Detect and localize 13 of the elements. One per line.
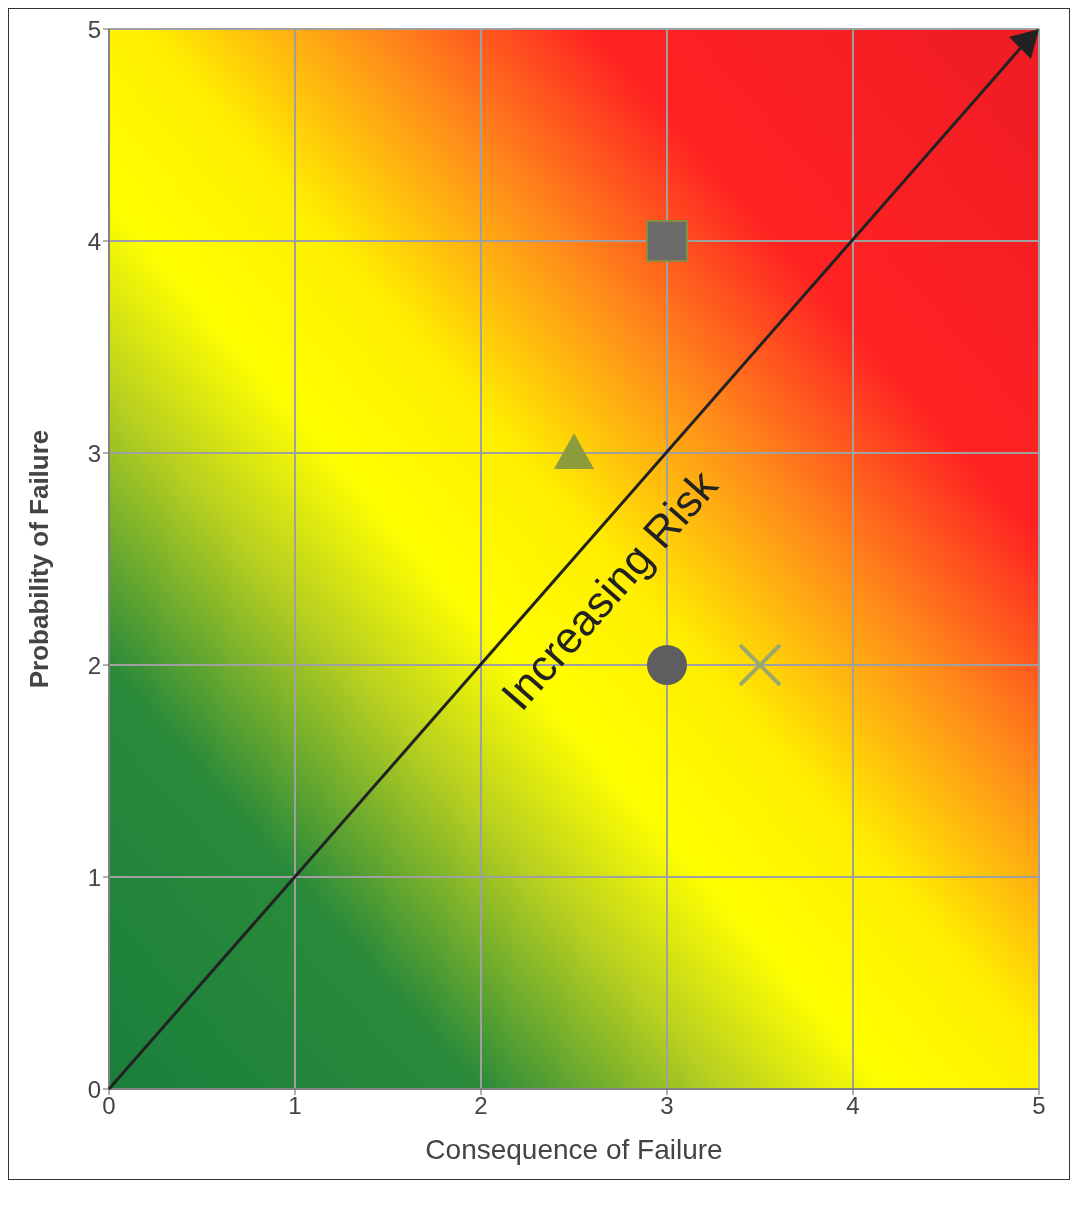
y-axis-title: Probability of Failure <box>24 429 55 689</box>
x-axis-title: Consequence of Failure <box>425 1134 723 1165</box>
x-tick-label: 1 <box>288 1092 302 1120</box>
x-tick-label: 4 <box>846 1092 860 1120</box>
y-tick-label: 5 <box>87 15 101 43</box>
x-tick-label: 5 <box>1032 1092 1046 1120</box>
y-tick-label: 1 <box>87 863 101 891</box>
y-tick-label: 0 <box>87 1075 101 1103</box>
x-tick-label: 3 <box>660 1092 674 1120</box>
y-tick-label: 2 <box>87 651 101 679</box>
x-tick-label: 2 <box>474 1092 488 1120</box>
y-tick-label: 4 <box>87 227 101 255</box>
y-tick-label: 3 <box>87 439 101 467</box>
